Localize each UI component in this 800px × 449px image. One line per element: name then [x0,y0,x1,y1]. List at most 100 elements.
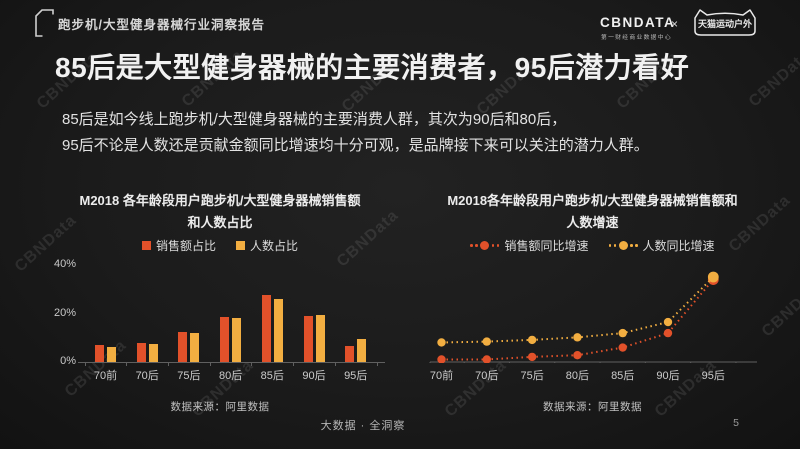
data-point-销售额同比增速-80后 [573,351,582,360]
cbndata-tagline: 第一财经商业数据中心 [601,35,672,41]
bar-人数占比-95后 [357,338,367,362]
cbndata-logo: CBNDATA [600,15,676,30]
x-axis-tick-label: 70后 [475,370,499,382]
legend-mini-dot [491,244,495,247]
data-point-人数同比增速-70前 [437,338,446,347]
line-chart-panel: M2018各年龄段用户跑步机/大型健身器械销售额和 人数增速 销售额同比增速 人数… [420,188,765,420]
data-point-人数同比增速-75后 [527,335,537,345]
legend-label: 人数占比 [250,239,299,253]
x-axis-tick-label: 90后 [302,370,326,382]
legend-square-marker [236,241,245,250]
x-axis-tick [293,362,295,366]
body-line-1: 85后是如今线上跑步机/大型健身器械的主要消费人群，其次为90后和80后， [62,111,567,128]
body-line-2: 95后不论是人数还是贡献金额同比增速均十分可观，是品牌接下来可以关注的潜力人群。 [62,137,649,154]
x-axis-tick [209,362,211,366]
legend-mini-dot [496,244,500,247]
line-chart-title-line2: 人数增速 [566,215,619,230]
x-axis-tick-label: 80后 [565,370,590,382]
x-axis-tick [126,362,128,366]
line-chart-plot [429,271,757,363]
tmall-logo-text: 天猫运动户外 [698,18,752,29]
legend-item: 人数同比增速 [608,237,715,254]
bar-销售额占比-75后 [178,331,188,362]
legend-dotted-line-marker [608,241,638,250]
legend-label: 销售额占比 [155,239,216,253]
bar-chart-plot [80,265,380,362]
bar-chart-legend: 销售额占比 人数占比 [50,237,390,254]
brand-separator: × [671,17,679,31]
bar-chart-panel: M2018 各年龄段用户跑步机/大型健身器械销售额 和人数占比 销售额占比 人数占… [50,188,390,420]
bar-销售额占比-85后 [261,295,271,362]
y-axis-tick-label: 0% [60,355,76,367]
bar-chart-source: 数据来源：阿里数据 [170,401,270,413]
x-axis-tick-label: 70后 [135,370,159,382]
tmall-cat-logo: 天猫运动户外 [694,9,756,36]
data-point-人数同比增速-95后 [707,271,719,283]
x-axis-tick-label: 95后 [701,370,725,382]
legend-mini-dot [635,244,638,247]
legend-dot [480,241,490,250]
legend-dot [618,241,628,250]
bar-销售额占比-95后 [345,346,355,362]
x-axis-tick-label: 80后 [218,370,243,382]
bar-chart-title-line1: M2018 各年龄段用户跑步机/大型健身器械销售额 [79,193,361,208]
line-series-销售额同比增速 [441,278,715,361]
data-point-人数同比增速-90后 [663,317,673,327]
legend-mini-dot [475,244,478,247]
legend-mini-dot [470,244,473,247]
legend-item: 销售额占比 [141,237,216,254]
legend-label: 销售额同比增速 [504,239,589,253]
line-chart-source: 数据来源：阿里数据 [543,401,642,413]
legend-dotted-line-marker [470,241,500,250]
legend-item: 销售额同比增速 [470,237,589,254]
legend-mini-dot [630,244,633,247]
bar-销售额占比-70后 [136,342,146,362]
x-axis-tick [376,362,378,366]
x-axis-tick-label: 75后 [520,370,544,382]
x-axis-tick [168,362,170,366]
bar-人数占比-85后 [273,298,283,362]
report-title: 跑步机/大型健身器械行业洞察报告 [58,18,265,32]
bar-人数占比-90后 [315,314,325,362]
corner-bracket-icon [35,9,54,37]
bar-销售额占比-80后 [220,317,230,362]
page-number: 5 [733,417,739,429]
x-axis-tick-label: 70前 [93,370,118,382]
bar-人数占比-75后 [190,332,200,362]
legend-item: 人数占比 [236,237,298,254]
body-text: 85后是如今线上跑步机/大型健身器械的主要消费人群，其次为90后和80后， 95… [62,107,649,159]
legend-mini-dot [608,244,611,247]
data-point-人数同比增速-70后 [482,337,491,346]
data-point-人数同比增速-80后 [573,333,582,342]
data-point-人数同比增速-85后 [618,328,627,338]
data-point-销售额同比增速-70后 [482,355,491,363]
data-point-销售额同比增速-75后 [527,352,537,362]
bar-chart-title-line2: 和人数占比 [187,215,253,230]
legend-label: 人数同比增速 [642,239,715,253]
bar-人数占比-80后 [232,318,242,362]
x-axis-tick [334,362,336,366]
x-axis-tick-label: 85后 [260,370,284,382]
line-chart-title-line1: M2018各年龄段用户跑步机/大型健身器械销售额和 [447,193,738,208]
x-axis-tick-label: 75后 [177,370,201,382]
data-point-销售额同比增速-70前 [437,355,446,363]
x-axis-tick [251,362,253,366]
y-axis-tick-label: 40% [53,258,76,270]
y-axis-tick-label: 20% [53,306,76,319]
legend-mini-dot [613,244,616,247]
x-axis-tick-label: 70前 [429,370,454,382]
x-axis-tick [84,362,86,366]
bar-人数占比-70后 [148,343,158,362]
x-axis-tick-label: 90后 [656,370,680,382]
x-axis-tick-label: 95后 [344,370,368,382]
data-point-销售额同比增速-85后 [618,343,627,352]
x-axis-tick-label: 85后 [611,370,635,382]
line-chart-legend: 销售额同比增速 人数同比增速 [420,237,765,254]
bar-销售额占比-90后 [303,315,313,362]
bar-人数占比-70前 [107,347,116,362]
line-series-人数同比增速 [441,276,715,344]
data-point-销售额同比增速-90后 [663,328,673,338]
cbndata-watermark: CBNData [745,46,800,111]
page-title: 85后是大型健身器械的主要消费者，95后潜力看好 [55,52,690,83]
